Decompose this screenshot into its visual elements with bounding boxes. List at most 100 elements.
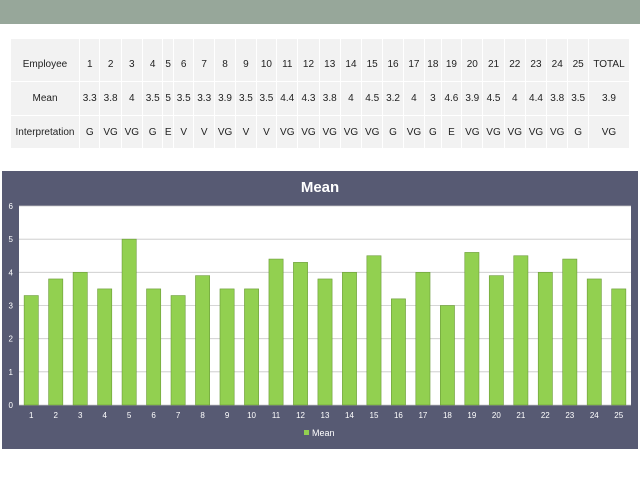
interpretation-cell-9: V bbox=[235, 115, 257, 149]
x-tick-label: 9 bbox=[225, 411, 230, 420]
employee-cell-3: 3 bbox=[120, 38, 143, 82]
x-tick-label: 25 bbox=[614, 411, 623, 420]
interpretation-cell-13: VG bbox=[318, 115, 341, 149]
interpretation-cell-12: VG bbox=[297, 115, 320, 149]
mean-cell-2: 3.8 bbox=[99, 81, 122, 116]
bar-22 bbox=[537, 272, 553, 406]
mean-cell-4: 3.5 bbox=[141, 81, 164, 116]
employee-cell-24: 24 bbox=[546, 38, 569, 82]
mean-cell-20: 3.9 bbox=[461, 81, 484, 116]
mean-cell-15: 4.5 bbox=[361, 81, 384, 116]
mean-cell-6: 3.5 bbox=[172, 81, 195, 116]
interpretation-cell-20: VG bbox=[461, 115, 484, 149]
bar-17 bbox=[415, 272, 431, 406]
mean-cell-12: 4.3 bbox=[297, 81, 320, 116]
employee-cell-21: 21 bbox=[482, 38, 505, 82]
bar-23 bbox=[562, 258, 578, 406]
x-tick-label: 10 bbox=[247, 411, 256, 420]
interpretation-cell-14: VG bbox=[339, 115, 363, 149]
bar-9 bbox=[219, 288, 235, 406]
mean-cell-18: 3 bbox=[424, 81, 442, 116]
interpretation-cell-2: VG bbox=[99, 115, 122, 149]
chart-title: Mean bbox=[301, 179, 339, 196]
bar-1 bbox=[23, 295, 39, 406]
interpretation-cell-1: G bbox=[78, 115, 101, 149]
x-tick-label: 22 bbox=[541, 411, 550, 420]
bar-13 bbox=[317, 278, 333, 406]
mean-cell-21: 4.5 bbox=[482, 81, 505, 116]
mean-cell-1: 3.3 bbox=[78, 81, 101, 116]
employee-cell-8: 8 bbox=[213, 38, 237, 82]
mean-row-label: Mean bbox=[10, 81, 80, 116]
y-tick-label: 0 bbox=[9, 401, 14, 410]
interpretation-row: Interpretation G VG VG G E V V VG V V VG VG VG VG VG G V… bbox=[10, 115, 630, 149]
employee-cell-18: 18 bbox=[424, 38, 442, 82]
mean-cell-5: 5 bbox=[162, 81, 174, 116]
bar-15 bbox=[366, 255, 382, 406]
interpretation-cell-19: E bbox=[440, 115, 463, 149]
employee-cell-20: 20 bbox=[461, 38, 484, 82]
mean-cell-22: 4 bbox=[503, 81, 526, 116]
employee-cell-14: 14 bbox=[339, 38, 363, 82]
mean-row: Mean 3.3 3.8 4 3.5 5 3.5 3.3 3.9 3.5 3.5 4.4 4.3 3.8… bbox=[10, 81, 630, 116]
y-tick-label: 2 bbox=[9, 335, 14, 344]
employee-row: Employee 1 2 3 4 5 6 7 8 9 10 11 12 13 14 15 16 17 18 19 20… bbox=[10, 38, 630, 82]
employee-cell-total: TOTAL bbox=[588, 38, 630, 82]
mean-cell-10: 3.5 bbox=[255, 81, 278, 116]
mean-cell-7: 3.3 bbox=[193, 81, 215, 116]
bar-10 bbox=[244, 288, 259, 406]
y-tick-label: 1 bbox=[9, 368, 14, 377]
x-tick-label: 12 bbox=[296, 411, 305, 420]
x-tick-label: 17 bbox=[418, 411, 427, 420]
employee-cell-16: 16 bbox=[382, 38, 404, 82]
mean-cell-17: 4 bbox=[402, 81, 426, 116]
interpretation-cell-5: E bbox=[162, 115, 174, 149]
employee-cell-13: 13 bbox=[318, 38, 341, 82]
bar-4 bbox=[97, 288, 113, 406]
employee-cell-5: 5 bbox=[162, 38, 174, 82]
x-tick-label: 18 bbox=[443, 411, 452, 420]
employee-cell-6: 6 bbox=[172, 38, 195, 82]
bar-2 bbox=[48, 278, 64, 406]
interpretation-cell-16: G bbox=[382, 115, 404, 149]
x-tick-label: 2 bbox=[53, 411, 58, 420]
employee-cell-19: 19 bbox=[440, 38, 463, 82]
employee-cell-7: 7 bbox=[193, 38, 215, 82]
mean-cell-23: 4.4 bbox=[524, 81, 548, 116]
interpretation-cell-15: VG bbox=[361, 115, 384, 149]
bar-11 bbox=[268, 258, 284, 406]
employee-cell-4: 4 bbox=[141, 38, 164, 82]
interpretation-cell-total: VG bbox=[588, 115, 630, 149]
employee-cell-23: 23 bbox=[524, 38, 548, 82]
x-tick-label: 16 bbox=[394, 411, 403, 420]
mean-cell-14: 4 bbox=[339, 81, 363, 116]
interpretation-cell-8: VG bbox=[213, 115, 237, 149]
mean-cell-3: 4 bbox=[120, 81, 143, 116]
x-tick-label: 20 bbox=[492, 411, 501, 420]
mean-cell-total: 3.9 bbox=[588, 81, 630, 116]
bar-14 bbox=[342, 272, 357, 406]
mean-cell-19: 4.6 bbox=[440, 81, 463, 116]
bar-3 bbox=[72, 272, 88, 406]
interpretation-row-label: Interpretation bbox=[10, 115, 80, 149]
interpretation-cell-24: VG bbox=[546, 115, 569, 149]
bars bbox=[23, 238, 627, 406]
employee-cell-11: 11 bbox=[276, 38, 299, 82]
bar-21 bbox=[513, 255, 529, 406]
y-tick-labels: 0 1 2 3 4 5 6 bbox=[9, 202, 14, 410]
employee-cell-22: 22 bbox=[503, 38, 526, 82]
interpretation-cell-10: V bbox=[255, 115, 278, 149]
x-tick-labels: 1 2 3 4 5 6 7 8 9 10 11 12 13 14 15 16 17 18 19 20 21 22 23 24 2… bbox=[29, 411, 624, 420]
interpretation-cell-17: VG bbox=[402, 115, 426, 149]
x-tick-label: 6 bbox=[151, 411, 156, 420]
x-tick-label: 7 bbox=[176, 411, 181, 420]
mean-cell-13: 3.8 bbox=[318, 81, 341, 116]
x-tick-label: 14 bbox=[345, 411, 354, 420]
x-tick-label: 15 bbox=[370, 411, 379, 420]
employee-cell-25: 25 bbox=[567, 38, 589, 82]
bar-12 bbox=[293, 262, 308, 406]
x-tick-label: 11 bbox=[272, 411, 281, 420]
y-tick-label: 6 bbox=[9, 202, 14, 211]
interpretation-cell-25: G bbox=[567, 115, 589, 149]
